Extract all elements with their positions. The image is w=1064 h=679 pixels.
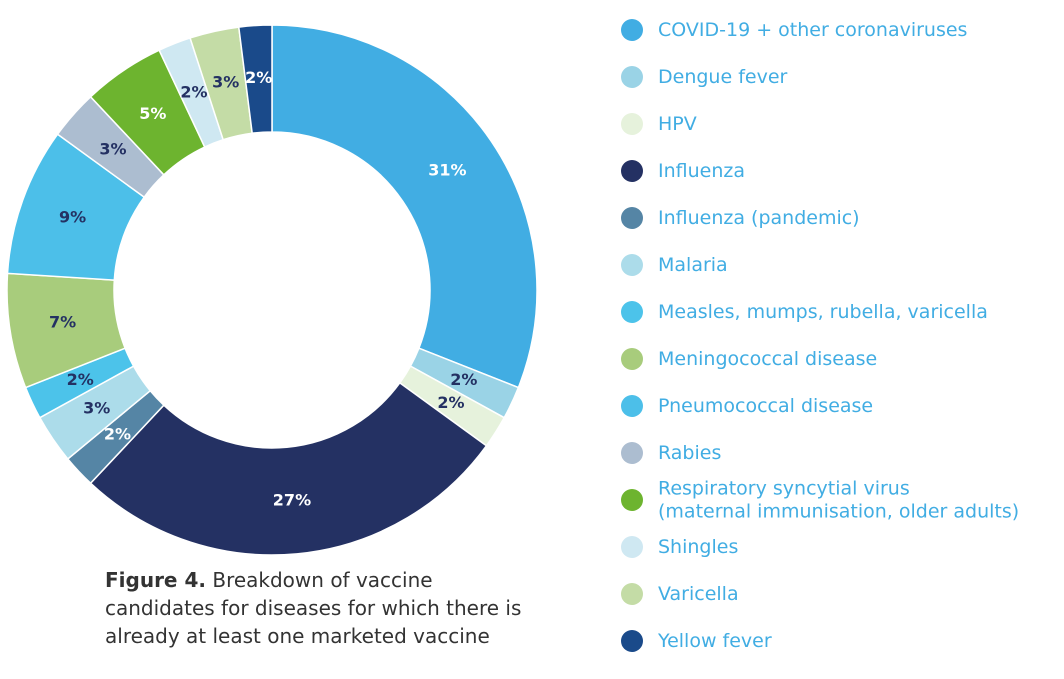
legend-line: Shingles [658,536,738,558]
legend-line: Pneumococcal disease [658,395,873,417]
slice-label: 5% [139,104,166,123]
legend-label: Rabies [658,442,721,464]
slice [237,24,273,135]
legend-label: Influenza [658,160,745,182]
legend-label: HPV [658,113,697,135]
slice [271,24,538,389]
caption: Figure 4. Breakdown of vaccine candidate… [105,566,545,650]
legend-line: Influenza (pandemic) [658,207,860,229]
legend-label: Influenza (pandemic) [658,207,860,229]
legend-line: Rabies [658,442,721,464]
legend-swatch [621,254,643,276]
legend-line: HPV [658,113,697,135]
slice-label: 3% [99,139,126,158]
legend-swatch [621,489,643,511]
legend-label: Malaria [658,254,728,276]
legend-line: COVID-19 + other coronaviruses [658,19,967,41]
legend-swatch [621,113,643,135]
legend-line: Yellow fever [657,630,772,652]
legend-swatch [621,536,643,558]
legend-label: Meningococcal disease [658,348,877,370]
legend-label: Shingles [658,536,738,558]
slice-label: 9% [59,208,86,227]
legend-line: Varicella [658,583,739,605]
legend-label: Respiratory syncytial virus (maternal imm… [658,477,1019,522]
legend-label: Yellow fever [657,630,772,652]
slice-label: 2% [450,370,477,389]
legend-swatch [621,301,643,323]
slice-label: 2% [437,393,464,412]
legend-line: (maternal immunisation, older adults) [658,500,1019,522]
legend-swatch [621,66,643,88]
legend-line: Respiratory syncytial virus [658,477,910,499]
legend-swatch [621,442,643,464]
slice-label: 2% [67,370,94,389]
slice-label: 27% [273,491,311,510]
slice-label: 2% [245,68,272,87]
legend-swatch [621,395,643,417]
slice-label: 3% [212,73,239,92]
legend-label: COVID-19 + other coronaviruses [658,19,967,41]
legend-line: Influenza [658,160,745,182]
caption-text: Breakdown of vaccine candidates for dise… [105,568,522,648]
legend-label: Varicella [658,583,739,605]
legend-swatch [621,348,643,370]
legend-label: Measles, mumps, rubella, varicella [658,301,988,323]
legend-swatch [621,160,643,182]
legend-line: Dengue fever [658,66,788,88]
legend-line: Malaria [658,254,728,276]
slice-label: 2% [180,82,207,101]
legend-line: Meningococcal disease [658,348,877,370]
slice-label: 3% [83,399,110,418]
slice-label: 7% [49,313,76,332]
caption-label: Figure 4. [105,568,206,592]
legend-swatch [621,207,643,229]
slice-label: 31% [428,160,466,179]
legend-label: Dengue fever [658,66,788,88]
legend-line: Measles, mumps, rubella, varicella [658,301,988,323]
slice [89,381,488,556]
legend-label: Pneumococcal disease [658,395,873,417]
slice-label: 2% [104,425,131,444]
legend-swatch [621,583,643,605]
legend-swatch [621,630,643,652]
legend-swatch [621,19,643,41]
